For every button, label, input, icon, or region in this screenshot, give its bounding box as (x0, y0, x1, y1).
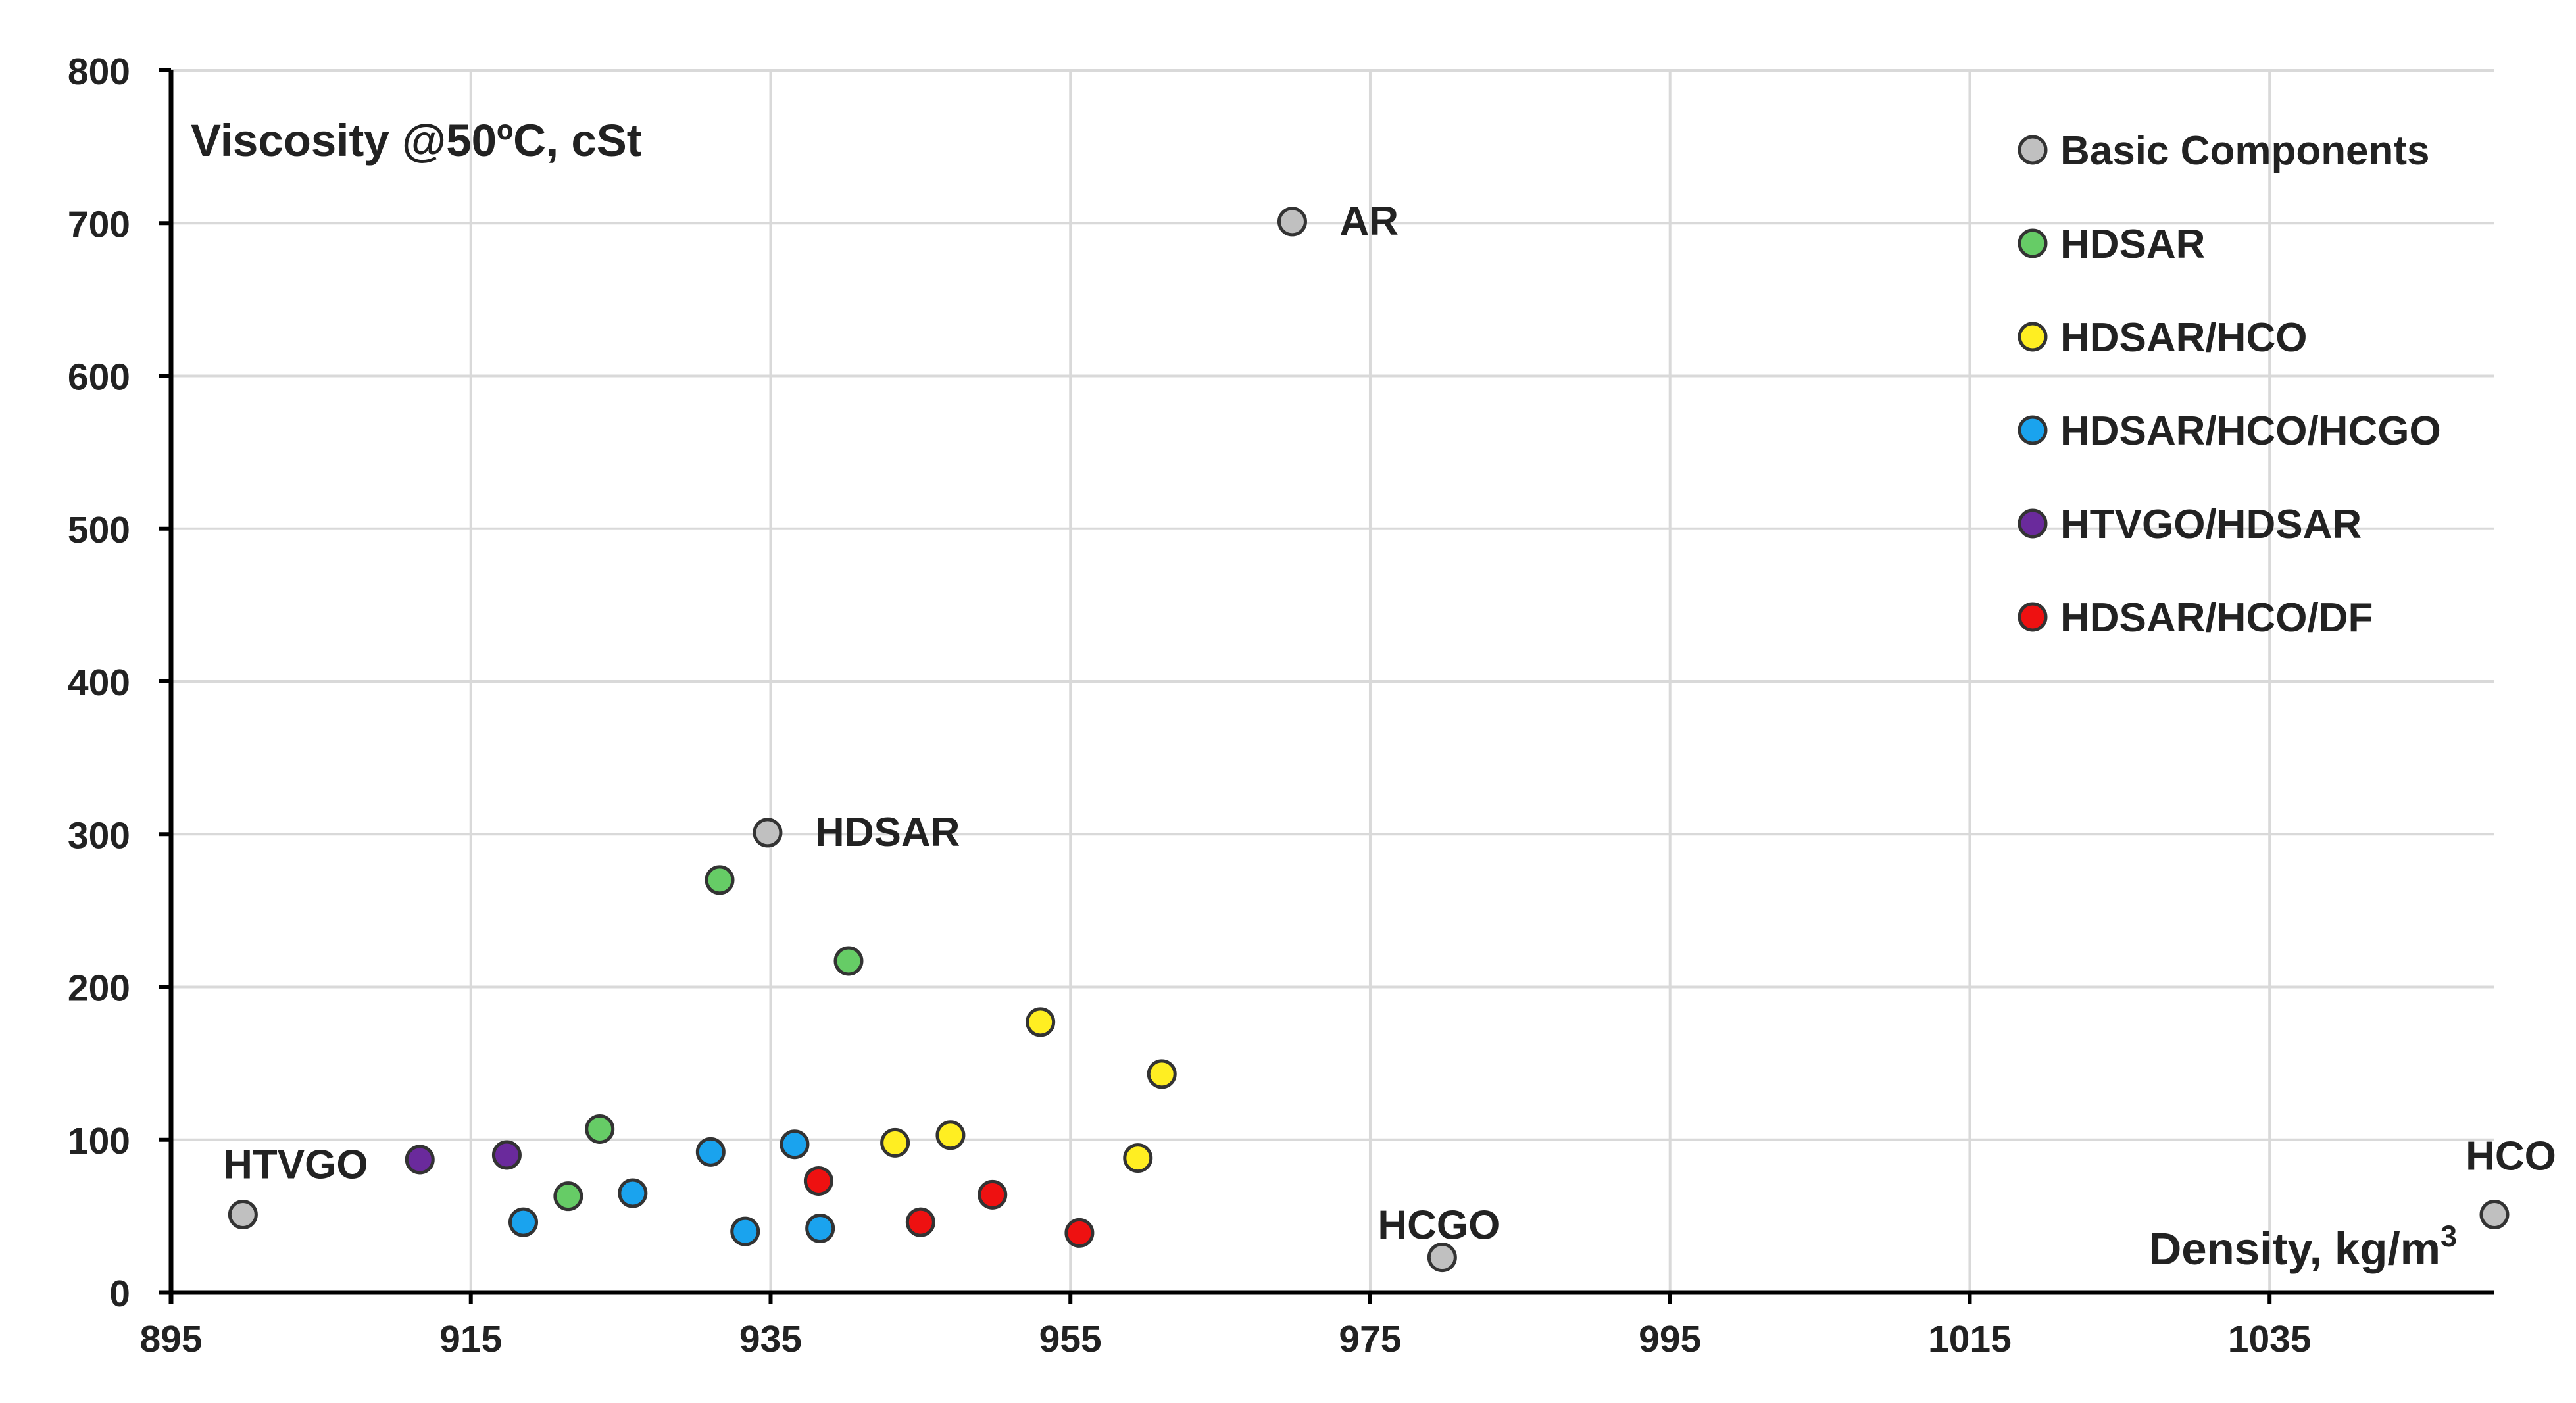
data-point (1277, 207, 1307, 237)
point-label: HTVGO (223, 1143, 368, 1188)
data-point (803, 1166, 833, 1196)
x-axis-label-text: Density, kg/m (2148, 1223, 2440, 1274)
y-axis-label: Viscosity @50ºC, cSt (191, 115, 642, 166)
data-point (880, 1127, 910, 1158)
legend-marker (2018, 322, 2048, 352)
legend-marker (2018, 508, 2048, 539)
data-point (805, 1213, 835, 1243)
data-point (905, 1207, 935, 1237)
point-label: HDSAR (815, 810, 960, 855)
x-axis-label-superscript: 3 (2440, 1219, 2457, 1253)
data-point (1427, 1243, 1457, 1273)
data-point (695, 1137, 726, 1167)
legend-marker (2018, 602, 2048, 632)
x-tick-label: 915 (439, 1318, 502, 1360)
data-point (1123, 1143, 1153, 1173)
data-point (705, 865, 735, 895)
data-point (405, 1145, 435, 1175)
x-tick-label: 955 (1039, 1318, 1102, 1360)
point-labels: HTVGO HDSAR AR HCGO HCO (223, 199, 2556, 1248)
y-tick-label: 100 (68, 1120, 130, 1162)
legend-label: HDSAR/HCO/HCGO (2060, 408, 2441, 454)
data-points (228, 207, 2510, 1273)
data-point (585, 1114, 615, 1144)
legend-label: HDSAR (2060, 222, 2205, 267)
y-tick-label: 300 (68, 814, 130, 856)
x-axis-label: Density, kg/m3 (2148, 1219, 2457, 1274)
data-point (978, 1179, 1008, 1210)
legend: Basic Components HDSAR HDSAR/HCO HDSAR/HCO/… (2018, 128, 2441, 641)
x-tick-label: 1035 (2228, 1318, 2312, 1360)
data-point (1026, 1007, 1056, 1037)
y-tick-label: 600 (68, 357, 130, 399)
data-point (2479, 1200, 2510, 1230)
legend-label: Basic Components (2060, 128, 2430, 174)
data-point (553, 1181, 583, 1212)
data-point (618, 1178, 648, 1208)
data-point (508, 1207, 538, 1237)
legend-label: HDSAR/HCO/DF (2060, 595, 2373, 641)
y-tick-label: 700 (68, 203, 130, 245)
data-point (833, 946, 864, 976)
legend-marker (2018, 135, 2048, 165)
tick-labels: 0 100 200 300 400 500 600 700 800 895 915 935 955 975… (68, 51, 2312, 1360)
y-tick-label: 800 (68, 51, 130, 93)
axes (159, 68, 2494, 1304)
y-tick-label: 200 (68, 968, 130, 1010)
data-point (228, 1200, 258, 1230)
point-label: AR (1339, 199, 1399, 244)
grid-lines (171, 69, 2494, 1292)
legend-label: HTVGO/HDSAR (2060, 502, 2362, 547)
legend-marker (2018, 228, 2048, 258)
data-point (1064, 1218, 1095, 1248)
point-label: HCO (2465, 1134, 2556, 1179)
x-tick-label: 935 (739, 1318, 802, 1360)
y-tick-label: 400 (68, 662, 130, 704)
data-point (491, 1140, 522, 1170)
y-tick-label: 500 (68, 509, 130, 551)
data-point (935, 1120, 966, 1150)
data-point (730, 1216, 760, 1246)
data-point (1147, 1059, 1177, 1089)
point-label: HCGO (1377, 1203, 1500, 1248)
x-tick-label: 975 (1339, 1318, 1401, 1360)
x-tick-label: 1015 (1928, 1318, 2012, 1360)
legend-marker (2018, 415, 2048, 445)
x-tick-label: 895 (139, 1318, 202, 1360)
data-point (753, 818, 783, 848)
data-point (780, 1129, 810, 1160)
x-tick-label: 995 (1639, 1318, 1701, 1360)
y-tick-label: 0 (109, 1273, 130, 1315)
legend-label: HDSAR/HCO (2060, 315, 2307, 360)
